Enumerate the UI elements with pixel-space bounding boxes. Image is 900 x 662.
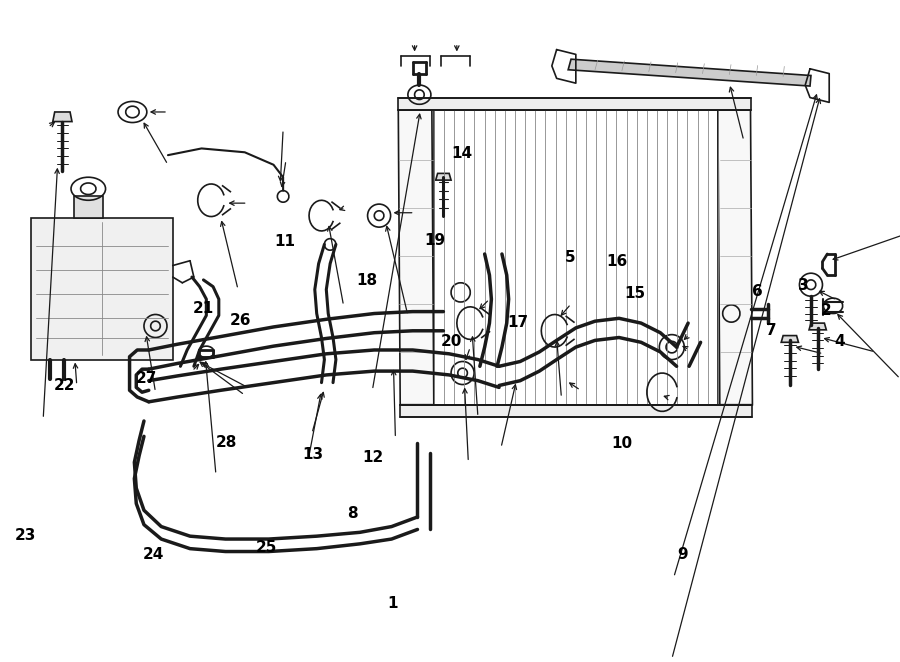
Polygon shape bbox=[399, 97, 751, 110]
Text: 10: 10 bbox=[611, 436, 633, 451]
Polygon shape bbox=[436, 173, 451, 180]
Text: 5: 5 bbox=[565, 250, 575, 265]
Text: 28: 28 bbox=[216, 435, 237, 449]
Polygon shape bbox=[400, 404, 752, 417]
Text: 6: 6 bbox=[752, 283, 763, 299]
Text: 14: 14 bbox=[452, 146, 472, 162]
Text: 21: 21 bbox=[193, 301, 213, 316]
Polygon shape bbox=[31, 218, 173, 359]
Text: 25: 25 bbox=[256, 540, 276, 555]
Text: 27: 27 bbox=[136, 371, 158, 386]
Text: 17: 17 bbox=[508, 315, 529, 330]
Text: 23: 23 bbox=[15, 528, 37, 542]
Text: 16: 16 bbox=[606, 254, 627, 269]
Text: 2: 2 bbox=[821, 303, 832, 318]
Text: 18: 18 bbox=[356, 273, 378, 289]
Text: 8: 8 bbox=[347, 506, 357, 521]
Text: 3: 3 bbox=[798, 279, 808, 293]
Polygon shape bbox=[399, 110, 434, 404]
Text: 12: 12 bbox=[363, 450, 383, 465]
Polygon shape bbox=[53, 112, 72, 122]
Text: 26: 26 bbox=[230, 312, 251, 328]
Text: 1: 1 bbox=[388, 596, 399, 611]
Text: 9: 9 bbox=[677, 547, 688, 561]
Text: 15: 15 bbox=[625, 286, 645, 301]
Text: 7: 7 bbox=[766, 323, 777, 338]
Polygon shape bbox=[781, 336, 798, 342]
Text: 24: 24 bbox=[143, 547, 165, 561]
Polygon shape bbox=[718, 110, 752, 404]
Polygon shape bbox=[74, 197, 103, 218]
Text: 11: 11 bbox=[274, 234, 295, 249]
Text: 4: 4 bbox=[834, 334, 845, 350]
Text: 19: 19 bbox=[424, 233, 445, 248]
Polygon shape bbox=[809, 323, 826, 330]
Text: 13: 13 bbox=[302, 448, 323, 463]
Text: 20: 20 bbox=[441, 334, 463, 350]
Text: 22: 22 bbox=[54, 377, 76, 393]
Polygon shape bbox=[568, 59, 811, 86]
